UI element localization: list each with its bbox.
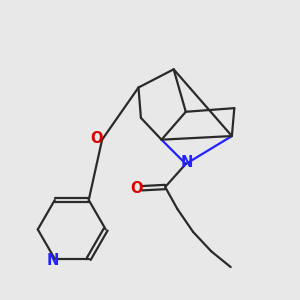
Text: N: N: [46, 253, 59, 268]
Text: N: N: [181, 155, 193, 170]
Text: O: O: [130, 181, 142, 196]
Text: O: O: [90, 131, 102, 146]
